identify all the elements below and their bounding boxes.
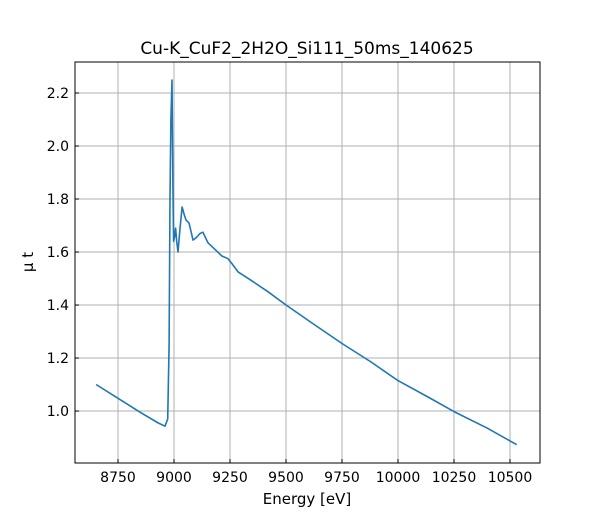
x-tick-label: 9500 (268, 470, 304, 486)
grid (75, 62, 540, 463)
y-tick-label: 1.8 (47, 192, 69, 208)
x-axis-label: Energy [eV] (263, 490, 351, 508)
y-tick-label: 2.0 (47, 139, 69, 155)
chart-title: Cu-K_CuF2_2H2O_Si111_50ms_140625 (140, 39, 473, 59)
x-tick-label: 9250 (212, 470, 248, 486)
y-tick-label: 2.2 (47, 86, 69, 102)
y-tick-label: 1.6 (47, 245, 69, 261)
series-line-mu-t (95, 79, 518, 446)
plot-frame (74, 61, 541, 464)
x-tick-label: 10500 (488, 470, 533, 486)
y-axis-label: μ t (19, 252, 37, 272)
x-tick-label: 9000 (156, 470, 192, 486)
y-tick-label: 1.2 (47, 351, 69, 367)
x-tick-label: 10250 (432, 470, 477, 486)
y-tick-label: 1.4 (47, 298, 69, 314)
x-axis: 8750 9000 9250 9500 9750 10000 10250 10500 (100, 459, 532, 486)
x-tick-label: 9750 (324, 470, 360, 486)
y-tick-label: 1.0 (47, 404, 69, 420)
x-tick-label: 10000 (376, 470, 421, 486)
x-tick-label: 8750 (100, 470, 136, 486)
y-axis: 1.0 1.2 1.4 1.6 1.8 2.0 2.2 (47, 86, 79, 420)
